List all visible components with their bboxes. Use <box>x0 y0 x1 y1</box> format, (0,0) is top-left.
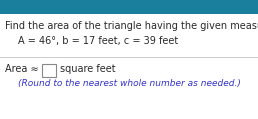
Text: (Round to the nearest whole number as needed.): (Round to the nearest whole number as ne… <box>18 79 241 88</box>
Text: A = 46°, b = 17 feet, c = 39 feet: A = 46°, b = 17 feet, c = 39 feet <box>18 36 178 46</box>
Text: Find the area of the triangle having the given measurements.: Find the area of the triangle having the… <box>5 21 258 31</box>
Text: square feet: square feet <box>60 64 116 74</box>
Text: Area ≈: Area ≈ <box>5 64 42 74</box>
FancyBboxPatch shape <box>42 64 56 77</box>
